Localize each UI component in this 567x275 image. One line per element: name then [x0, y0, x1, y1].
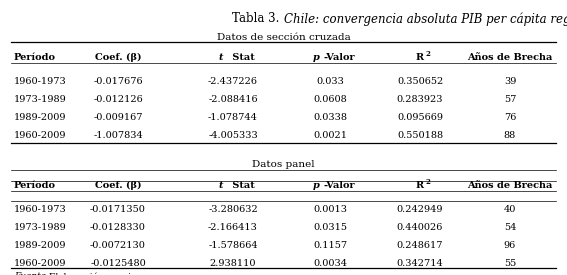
Text: -1.078744: -1.078744: [208, 113, 258, 122]
Text: -4.005333: -4.005333: [208, 131, 258, 140]
Text: 0.0338: 0.0338: [313, 113, 347, 122]
Text: 0.248617: 0.248617: [397, 241, 443, 250]
Text: 0.0034: 0.0034: [313, 259, 347, 268]
Text: -0.0128330: -0.0128330: [90, 223, 146, 232]
Text: 0.095669: 0.095669: [397, 113, 443, 122]
Text: Años de Brecha: Años de Brecha: [467, 53, 553, 62]
Text: Período: Período: [14, 53, 56, 62]
Text: -0.0072130: -0.0072130: [90, 241, 146, 250]
Text: p: p: [312, 53, 319, 62]
Text: -2.088416: -2.088416: [208, 95, 258, 104]
Text: Stat: Stat: [229, 53, 255, 62]
Text: 1960-2009: 1960-2009: [14, 131, 66, 140]
Text: R: R: [416, 53, 424, 62]
Text: -2.166413: -2.166413: [208, 223, 258, 232]
Text: -0.009167: -0.009167: [93, 113, 143, 122]
Text: Elaboración propia: Elaboración propia: [46, 272, 137, 275]
Text: Datos panel: Datos panel: [252, 160, 315, 169]
Text: 2: 2: [425, 50, 430, 58]
Text: 2.938110: 2.938110: [210, 259, 256, 268]
Text: Datos de sección cruzada: Datos de sección cruzada: [217, 33, 350, 42]
Text: 0.033: 0.033: [316, 77, 344, 86]
Text: 2: 2: [425, 178, 430, 186]
Text: -0.012126: -0.012126: [93, 95, 143, 104]
Text: 1960-2009: 1960-2009: [14, 259, 66, 268]
Text: 1973-1989: 1973-1989: [14, 223, 67, 232]
Text: 1960-1973: 1960-1973: [14, 205, 67, 214]
Text: 0.0315: 0.0315: [313, 223, 347, 232]
Text: 40: 40: [504, 205, 516, 214]
Text: 57: 57: [504, 95, 516, 104]
Text: 0.1157: 0.1157: [313, 241, 347, 250]
Text: t: t: [219, 53, 223, 62]
Text: 0.0021: 0.0021: [313, 131, 347, 140]
Text: 1989-2009: 1989-2009: [14, 241, 66, 250]
Text: R: R: [416, 181, 424, 190]
Text: -0.017676: -0.017676: [93, 77, 143, 86]
Text: -1.578664: -1.578664: [208, 241, 258, 250]
Text: Años de Brecha: Años de Brecha: [467, 181, 553, 190]
Text: 88: 88: [504, 131, 516, 140]
Text: 0.283923: 0.283923: [397, 95, 443, 104]
Text: -0.0171350: -0.0171350: [90, 205, 146, 214]
Text: 54: 54: [504, 223, 516, 232]
Text: 0.0013: 0.0013: [313, 205, 347, 214]
Text: 0.0608: 0.0608: [313, 95, 347, 104]
Text: 0.440026: 0.440026: [397, 223, 443, 232]
Text: 1989-2009: 1989-2009: [14, 113, 66, 122]
Text: -0.0125480: -0.0125480: [90, 259, 146, 268]
Text: 39: 39: [504, 77, 516, 86]
Text: 1960-1973: 1960-1973: [14, 77, 67, 86]
Text: 0.342714: 0.342714: [397, 259, 443, 268]
Text: 96: 96: [504, 241, 516, 250]
Text: 0.350652: 0.350652: [397, 77, 443, 86]
Text: 55: 55: [504, 259, 516, 268]
Text: Fuente:: Fuente:: [14, 272, 49, 275]
Text: 76: 76: [504, 113, 516, 122]
Text: -Valor: -Valor: [324, 53, 356, 62]
Text: 0.242949: 0.242949: [397, 205, 443, 214]
Text: 1973-1989: 1973-1989: [14, 95, 67, 104]
Text: Tabla 3.: Tabla 3.: [232, 12, 284, 25]
Text: Coef. (β): Coef. (β): [95, 53, 141, 62]
Text: -3.280632: -3.280632: [208, 205, 258, 214]
Text: p: p: [312, 181, 319, 190]
Text: -Valor: -Valor: [324, 181, 356, 190]
Text: t: t: [219, 181, 223, 190]
Text: -1.007834: -1.007834: [93, 131, 143, 140]
Text: -2.437226: -2.437226: [208, 77, 258, 86]
Text: Stat: Stat: [229, 181, 255, 190]
Text: 0.550188: 0.550188: [397, 131, 443, 140]
Text: Chile: convergencia absoluta PIB per cápita regiones, 1960-2009: Chile: convergencia absoluta PIB per cáp…: [284, 12, 567, 26]
Text: Coef. (β): Coef. (β): [95, 181, 141, 190]
Text: Período: Período: [14, 181, 56, 190]
